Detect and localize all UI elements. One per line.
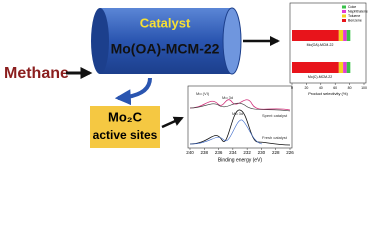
category-label: Mo(C)-MCM-22 (308, 75, 332, 79)
peak-label: Mo (VI) (196, 91, 210, 96)
graphical-abstract: Methane Catalyst Mo(OA)-MCM-22 Mo₂C acti… (4, 2, 368, 163)
x-tick-label: 80 (348, 86, 352, 90)
catalyst-name: Mo(OA)-MCM-22 (111, 41, 220, 57)
x-axis-label: Product selectivity (%) (308, 91, 348, 96)
x-tick-label: 0 (291, 86, 293, 90)
bar-segment (292, 30, 339, 41)
xps-panel (187, 85, 293, 149)
bar-segment (343, 62, 347, 73)
x-tick-label: 236 (215, 150, 223, 155)
xps-x-label: Binding energy (eV) (218, 157, 263, 163)
legend-label: Naphthalene (348, 9, 368, 13)
bar-segment (346, 30, 351, 41)
x-tick-label: 240 (186, 150, 194, 155)
peak-label: Mo 3d (222, 95, 233, 100)
x-tick-label: 234 (229, 150, 237, 155)
bar-segment (338, 62, 344, 73)
x-tick-label: 100 (361, 86, 367, 90)
x-tick-label: 238 (201, 150, 209, 155)
category-label: Mo(OA)-MCM-22 (307, 43, 334, 47)
legend-swatch (342, 5, 346, 9)
x-tick-label: 226 (286, 150, 294, 155)
legend-label: Benzene (348, 18, 362, 22)
input-label: Methane (4, 65, 69, 82)
x-tick-label: 40 (319, 86, 323, 90)
arrow (161, 116, 184, 129)
peak-label: Mo 3d (232, 111, 243, 116)
xps-series-label: Fresh catalyst (262, 135, 288, 140)
active-sites-box (90, 106, 160, 148)
legend-label: Toluene (348, 14, 360, 18)
x-tick-label: 60 (333, 86, 337, 90)
legend-swatch (342, 14, 346, 18)
bar-segment (338, 30, 344, 41)
xps-series-label: Spent catalyst (262, 113, 288, 118)
catalyst-label: Catalyst (140, 15, 191, 30)
legend-label: Coke (348, 5, 356, 9)
x-tick-label: 20 (304, 86, 308, 90)
arrow (114, 77, 152, 106)
bar-segment (292, 62, 339, 73)
active-sites: Mo₂C (108, 109, 143, 124)
legend-swatch (342, 10, 346, 13)
x-tick-label: 230 (258, 150, 266, 155)
reactor (91, 7, 242, 75)
bar-segment (343, 30, 347, 41)
bar-segment (346, 62, 351, 73)
active-sites: active sites (93, 128, 158, 142)
x-tick-label: 232 (243, 150, 251, 155)
x-tick-label: 228 (272, 150, 280, 155)
legend-swatch (342, 19, 346, 22)
